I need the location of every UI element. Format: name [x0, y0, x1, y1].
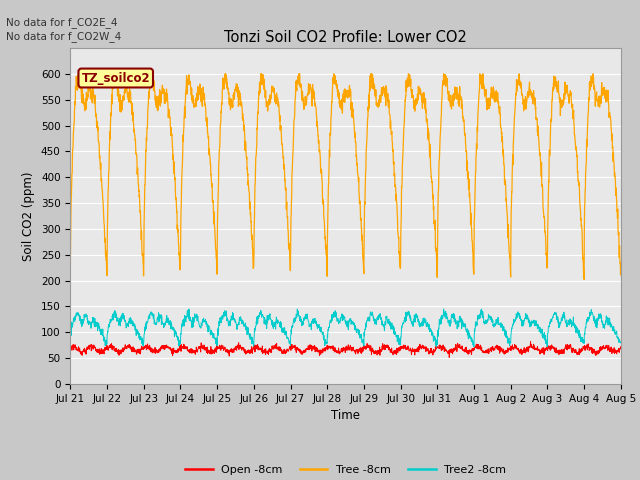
Tree2 -8cm: [67, 339, 74, 345]
Tree -8cm: [67, 261, 74, 266]
Tree -8cm: [584, 114, 592, 120]
Tree -8cm: [617, 272, 625, 278]
Tree -8cm: [374, 101, 381, 107]
Open -8cm: [617, 344, 625, 349]
Tree2 -8cm: [584, 317, 592, 323]
Tree2 -8cm: [374, 317, 381, 323]
Tree -8cm: [506, 255, 513, 261]
Tree2 -8cm: [433, 344, 440, 350]
Y-axis label: Soil CO2 (ppm): Soil CO2 (ppm): [22, 171, 35, 261]
Tree -8cm: [362, 169, 369, 175]
Tree2 -8cm: [362, 322, 369, 328]
Tree2 -8cm: [617, 339, 625, 345]
Tree2 -8cm: [569, 320, 577, 326]
Tree2 -8cm: [220, 313, 228, 319]
Tree2 -8cm: [185, 306, 193, 312]
Line: Tree2 -8cm: Tree2 -8cm: [70, 309, 621, 347]
Open -8cm: [374, 349, 381, 355]
Title: Tonzi Soil CO2 Profile: Lower CO2: Tonzi Soil CO2 Profile: Lower CO2: [224, 30, 467, 46]
Open -8cm: [569, 349, 577, 355]
X-axis label: Time: Time: [331, 409, 360, 422]
Open -8cm: [527, 339, 534, 345]
Open -8cm: [220, 346, 228, 352]
Tree -8cm: [147, 71, 155, 77]
Text: No data for f_CO2W_4: No data for f_CO2W_4: [6, 31, 122, 42]
Tree -8cm: [220, 85, 228, 91]
Text: TZ_soilco2: TZ_soilco2: [81, 72, 150, 84]
Tree -8cm: [568, 102, 576, 108]
Legend: Open -8cm, Tree -8cm, Tree2 -8cm: Open -8cm, Tree -8cm, Tree2 -8cm: [180, 460, 511, 479]
Open -8cm: [584, 345, 592, 350]
Line: Open -8cm: Open -8cm: [70, 342, 621, 358]
Open -8cm: [67, 344, 74, 349]
Tree -8cm: [580, 276, 588, 282]
Open -8cm: [362, 345, 369, 351]
Line: Tree -8cm: Tree -8cm: [70, 74, 621, 279]
Text: No data for f_CO2E_4: No data for f_CO2E_4: [6, 17, 118, 28]
Open -8cm: [445, 355, 453, 360]
Tree2 -8cm: [506, 340, 514, 346]
Open -8cm: [506, 346, 513, 352]
